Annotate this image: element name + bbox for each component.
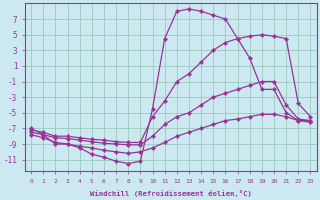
X-axis label: Windchill (Refroidissement éolien,°C): Windchill (Refroidissement éolien,°C) — [90, 190, 252, 197]
